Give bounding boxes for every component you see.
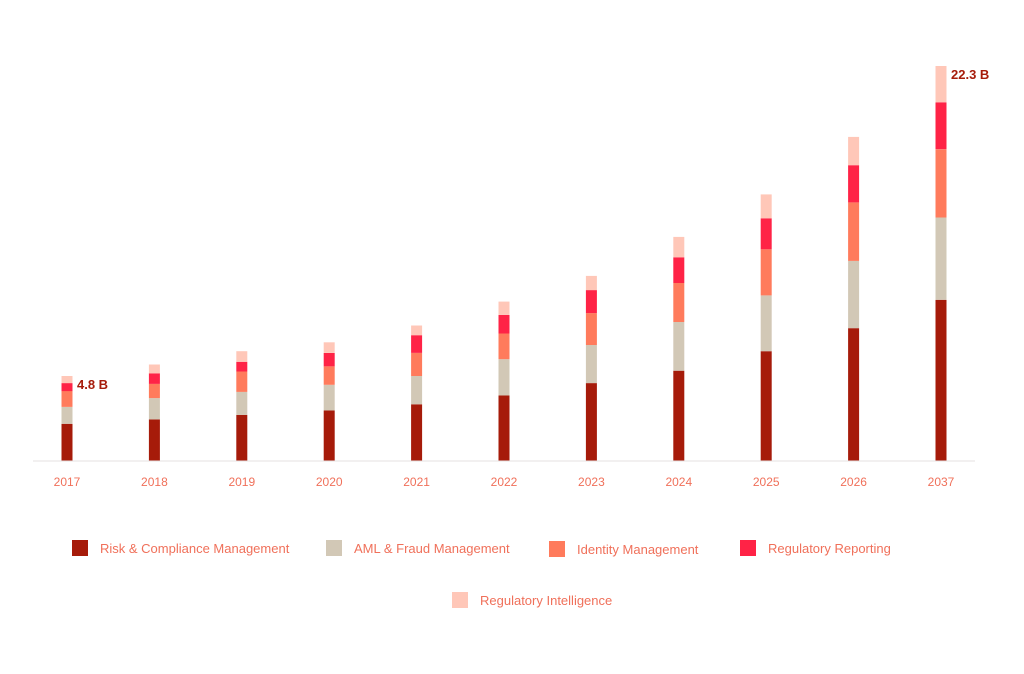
x-tick-label-2017: 2017 — [54, 475, 81, 489]
bar-segment-2019-series-2 — [236, 371, 248, 392]
bar-segment-2021-series-0 — [411, 404, 423, 461]
bar-segment-2037-series-4 — [935, 66, 947, 103]
bar-segment-2018-series-4 — [148, 364, 160, 374]
bar-segment-2019-series-1 — [236, 391, 248, 415]
data-label-2037: 22.3 B — [951, 67, 989, 82]
bar-segment-2021-series-3 — [411, 335, 423, 353]
bar-segment-2017-series-4 — [61, 376, 73, 384]
x-tick-labels: 2017 2018 2019 2020 2021 2022 2023 2024 2025 2026… — [54, 475, 955, 489]
x-tick-label-2026: 2026 — [840, 475, 867, 489]
bar-segment-2037-series-1 — [935, 217, 947, 300]
bar-segment-2020-series-0 — [323, 410, 335, 461]
bar-segment-2026-series-1 — [848, 260, 860, 329]
x-tick-label-2018: 2018 — [141, 475, 168, 489]
bar-segment-2023-series-2 — [585, 313, 597, 345]
bar-segment-2021-series-2 — [411, 353, 423, 376]
bar-segment-2017-series-1 — [61, 407, 73, 424]
bar-segment-2018-series-0 — [148, 419, 160, 461]
bar-segment-2024-series-0 — [673, 370, 685, 461]
bar-segment-2025-series-1 — [760, 295, 772, 352]
bar-segment-2026-series-2 — [848, 202, 860, 261]
bar-segment-2023-series-3 — [585, 290, 597, 314]
bar-segment-2024-series-4 — [673, 236, 685, 258]
bar-segment-2026-series-0 — [848, 328, 860, 461]
bar-segment-2020-series-3 — [323, 353, 335, 367]
bar-segment-2024-series-1 — [673, 322, 685, 371]
bar-segment-2021-series-4 — [411, 325, 423, 336]
x-tick-label-2023: 2023 — [578, 475, 605, 489]
bar-segment-2024-series-2 — [673, 283, 685, 322]
annotations-group: 4.8 B 22.3 B — [77, 67, 989, 392]
bar-segment-2018-series-3 — [148, 373, 160, 384]
x-tick-label-2019: 2019 — [228, 475, 255, 489]
bar-segment-2026-series-3 — [848, 165, 860, 203]
x-tick-label-2021: 2021 — [403, 475, 430, 489]
bar-segment-2025-series-4 — [760, 194, 772, 219]
x-tick-label-2024: 2024 — [665, 475, 692, 489]
bar-segment-2024-series-3 — [673, 257, 685, 283]
bar-segment-2037-series-2 — [935, 149, 947, 218]
bar-segment-2018-series-2 — [148, 383, 160, 399]
bar-segment-2019-series-3 — [236, 361, 248, 372]
bar-segment-2019-series-0 — [236, 414, 248, 461]
bar-segment-2020-series-4 — [323, 342, 335, 353]
bar-segment-2017-series-2 — [61, 391, 73, 407]
bar-segment-2022-series-1 — [498, 359, 510, 396]
bars-group — [61, 66, 947, 461]
bar-segment-2023-series-1 — [585, 345, 597, 384]
bar-segment-2026-series-4 — [848, 136, 860, 166]
bar-segment-2037-series-3 — [935, 102, 947, 150]
bar-segment-2022-series-0 — [498, 395, 510, 461]
bar-segment-2019-series-4 — [236, 351, 248, 362]
x-tick-label-2037: 2037 — [928, 475, 955, 489]
bar-segment-2022-series-3 — [498, 314, 510, 334]
bar-segment-2023-series-0 — [585, 383, 597, 461]
bar-segment-2022-series-4 — [498, 301, 510, 315]
bar-segment-2017-series-0 — [61, 423, 73, 461]
bar-segment-2021-series-1 — [411, 376, 423, 405]
bar-segment-2025-series-0 — [760, 351, 772, 461]
bar-segment-2022-series-2 — [498, 333, 510, 360]
bar-segment-2037-series-0 — [935, 299, 947, 461]
x-tick-label-2020: 2020 — [316, 475, 343, 489]
x-tick-label-2022: 2022 — [491, 475, 518, 489]
bar-segment-2018-series-1 — [148, 398, 160, 420]
bar-segment-2025-series-3 — [760, 218, 772, 250]
data-label-2017: 4.8 B — [77, 377, 108, 392]
bar-segment-2025-series-2 — [760, 249, 772, 296]
bar-segment-2017-series-3 — [61, 383, 73, 392]
bar-segment-2020-series-2 — [323, 366, 335, 385]
bar-segment-2023-series-4 — [585, 275, 597, 291]
x-tick-label-2025: 2025 — [753, 475, 780, 489]
bar-segment-2020-series-1 — [323, 384, 335, 411]
